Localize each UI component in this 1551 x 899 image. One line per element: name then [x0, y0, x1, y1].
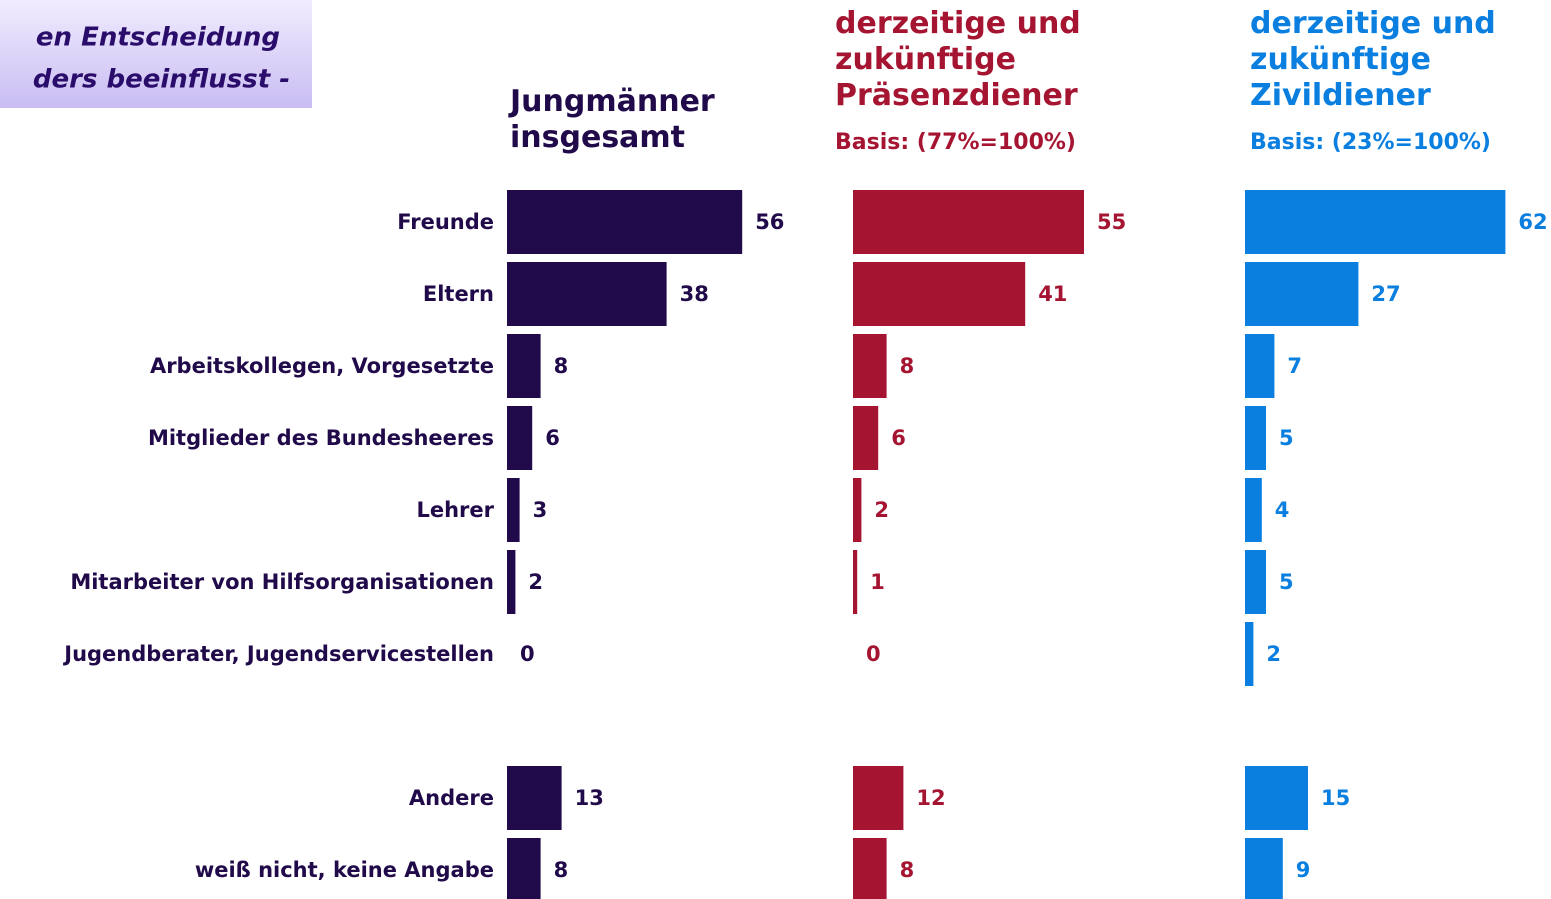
value-label: 6 [891, 426, 906, 450]
value-label: 55 [1097, 210, 1126, 234]
value-label: 12 [916, 786, 945, 810]
value-label: 2 [874, 498, 889, 522]
bar [853, 766, 904, 830]
value-label: 38 [680, 282, 709, 306]
value-label: 9 [1296, 858, 1311, 882]
bar [1245, 622, 1254, 686]
bar [507, 478, 520, 542]
value-label: 41 [1038, 282, 1067, 306]
value-label: 3 [533, 498, 548, 522]
value-label: 7 [1287, 354, 1302, 378]
bar [853, 550, 858, 614]
category-label: Lehrer [416, 498, 494, 522]
bar [853, 478, 862, 542]
bar [507, 262, 667, 326]
value-label: 5 [1279, 426, 1294, 450]
value-label: 0 [866, 642, 881, 666]
bar [507, 766, 562, 830]
series-subtitle: Basis: (23%=100%) [1250, 130, 1491, 155]
value-label: 4 [1275, 498, 1290, 522]
category-label: Mitarbeiter von Hilfsorganisationen [70, 570, 494, 594]
bar [853, 406, 879, 470]
category-label: Andere [409, 786, 494, 810]
value-label: 8 [554, 354, 569, 378]
value-label: 2 [528, 570, 543, 594]
value-label: 8 [554, 858, 569, 882]
bar [507, 550, 516, 614]
bar [853, 262, 1026, 326]
bar [507, 838, 541, 899]
value-label: 15 [1321, 786, 1350, 810]
value-label: 62 [1518, 210, 1547, 234]
category-label: Mitglieder des Bundesheeres [148, 426, 494, 450]
value-label: 2 [1266, 642, 1281, 666]
bar [1245, 550, 1266, 614]
value-label: 13 [575, 786, 604, 810]
bar [1245, 406, 1266, 470]
value-label: 6 [545, 426, 560, 450]
value-label: 8 [900, 354, 915, 378]
header-box [0, 0, 312, 108]
bar [1245, 478, 1262, 542]
category-label: weiß nicht, keine Angabe [195, 858, 494, 882]
series-title: Jungmänner insgesamt [510, 84, 715, 155]
category-label: Jugendberater, Jugendservicestellen [62, 642, 494, 666]
value-label: 1 [870, 570, 885, 594]
bar [507, 334, 541, 398]
bar [853, 838, 887, 899]
series-title: derzeitige und zukünftige Zivildiener [1250, 6, 1496, 113]
series-title: derzeitige und zukünftige Präsenzdiener [835, 6, 1081, 113]
category-label: Eltern [423, 282, 494, 306]
bar [1245, 262, 1359, 326]
header-line: ders beeinflusst - [33, 65, 290, 95]
bar [507, 406, 533, 470]
category-label: Freunde [397, 210, 494, 234]
value-label: 5 [1279, 570, 1294, 594]
value-label: 0 [520, 642, 535, 666]
bar [853, 334, 887, 398]
series-subtitle: Basis: (77%=100%) [835, 130, 1076, 155]
value-label: 27 [1371, 282, 1400, 306]
bar [1245, 334, 1275, 398]
bar [507, 190, 743, 254]
bar [1245, 838, 1283, 899]
value-label: 56 [755, 210, 784, 234]
value-label: 8 [900, 858, 915, 882]
header-line: en Entscheidung [36, 23, 280, 53]
category-label: Arbeitskollegen, Vorgesetzte [150, 354, 494, 378]
bar [853, 190, 1084, 254]
bar [1245, 190, 1506, 254]
bar [1245, 766, 1308, 830]
